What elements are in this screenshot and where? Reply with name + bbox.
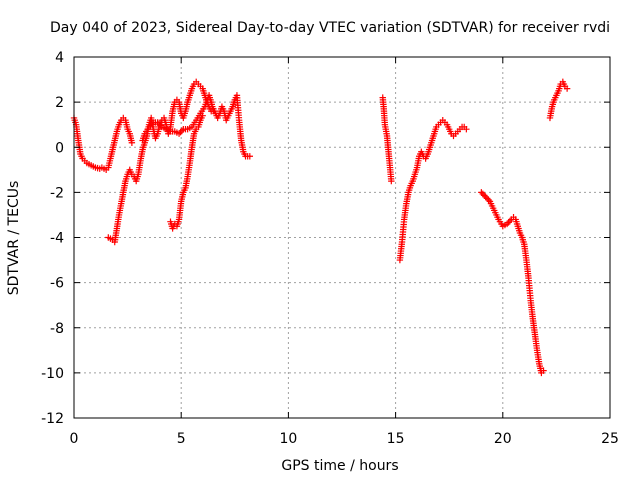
data-point xyxy=(177,129,184,136)
data-point xyxy=(485,196,492,204)
y-tick-label: 2 xyxy=(55,95,64,111)
x-tick-label: 5 xyxy=(177,431,186,447)
y-tick-label: -12 xyxy=(41,411,64,427)
x-axis-label: GPS time / hours xyxy=(281,458,398,474)
y-tick-label: -4 xyxy=(50,231,64,247)
y-tick-label: -2 xyxy=(50,185,64,201)
data-point xyxy=(483,195,491,202)
series-track-4 xyxy=(167,112,206,232)
data-point xyxy=(155,120,163,128)
data-point xyxy=(175,130,183,137)
series-track-8 xyxy=(546,78,571,122)
data-point xyxy=(503,220,511,228)
data-point xyxy=(154,119,161,126)
series-track-1 xyxy=(70,114,136,174)
data-point xyxy=(210,107,217,115)
data-point xyxy=(388,177,395,185)
data-point xyxy=(246,153,254,160)
x-tick-label: 10 xyxy=(279,431,297,447)
series-track-5 xyxy=(379,94,395,185)
y-tick-label: 4 xyxy=(55,50,64,66)
x-tick-label: 0 xyxy=(70,431,79,447)
data-point xyxy=(506,217,514,225)
data-point xyxy=(481,192,488,199)
data-point xyxy=(479,190,486,198)
data-point xyxy=(505,219,512,226)
data-point xyxy=(563,85,571,92)
series-track-6 xyxy=(396,116,470,264)
data-point xyxy=(478,189,485,196)
axis-ticks xyxy=(73,56,611,419)
data-point xyxy=(147,122,154,129)
data-point xyxy=(482,193,489,201)
x-tick-labels: 0 5 10 15 20 25 xyxy=(70,431,619,447)
x-tick-label: 20 xyxy=(494,431,512,447)
data-point xyxy=(145,123,153,131)
x-tick-label: 15 xyxy=(387,431,405,447)
grid-lines xyxy=(74,57,610,418)
series-track-3 xyxy=(139,92,217,144)
y-tick-labels: 4 2 0 -2 -4 -6 -8 -10 -12 xyxy=(41,50,64,427)
series-track-7 xyxy=(478,189,547,377)
data-point xyxy=(199,112,206,119)
data-point xyxy=(128,139,136,146)
y-axis-label: SDTVAR / TECUs xyxy=(6,181,22,296)
data-markers xyxy=(70,78,571,377)
x-tick-label: 25 xyxy=(601,431,619,447)
data-point xyxy=(157,122,164,129)
data-point xyxy=(540,367,547,374)
y-tick-label: 0 xyxy=(55,140,64,156)
data-point xyxy=(463,126,470,133)
data-point xyxy=(178,127,186,134)
y-tick-label: -8 xyxy=(50,321,64,337)
y-tick-label: -6 xyxy=(50,276,64,292)
y-tick-label: -10 xyxy=(41,366,64,382)
chart-title: Day 040 of 2023, Sidereal Day-to-day VTE… xyxy=(50,20,610,36)
data-point xyxy=(148,120,156,128)
